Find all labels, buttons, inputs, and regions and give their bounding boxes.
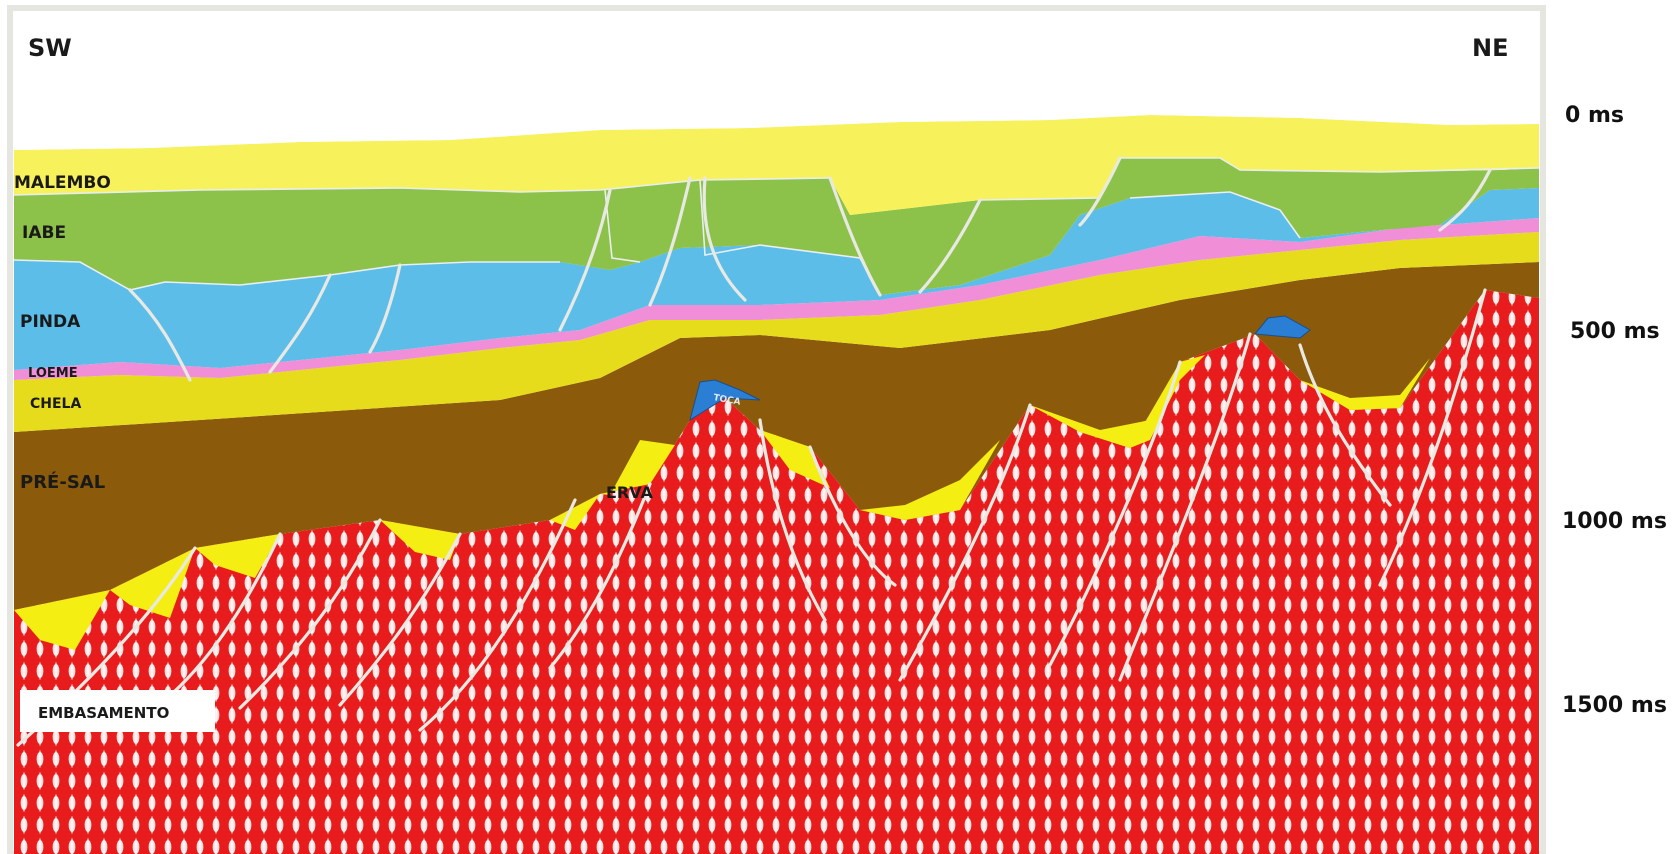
erva-wedges (14, 355, 1430, 650)
label-malembo: MALEMBO (14, 173, 111, 193)
water-column (14, 14, 1539, 150)
pre-sal-layer (14, 262, 1539, 610)
pinda-layer (14, 188, 1539, 370)
fault-lines (16, 156, 1492, 747)
chela-layer (14, 232, 1539, 432)
label-embasamento: EMBASAMENTO (38, 704, 169, 722)
malembo-layer (14, 115, 1539, 215)
toca-body-2 (1254, 315, 1311, 339)
iabe-layer (14, 158, 1539, 295)
label-chela: CHELA (30, 396, 81, 412)
toca-body-1 (689, 379, 761, 422)
time-tick-1000: 1000 ms (1562, 509, 1667, 534)
time-tick-500: 500 ms (1570, 319, 1660, 344)
embasamento-label-box (20, 690, 215, 732)
time-tick-1500: 1500 ms (1562, 693, 1667, 718)
label-erva: ERVA (606, 483, 654, 502)
label-pinda: PINDA (20, 312, 81, 332)
label-pre-sal: PRÉ-SAL (20, 471, 105, 493)
label-loeme: LOEME (28, 366, 78, 381)
orientation-right: NE (1472, 34, 1508, 62)
label-iabe: IABE (22, 223, 66, 243)
label-toca: TOCA (712, 393, 741, 408)
loeme-layer (14, 218, 1539, 380)
orientation-left: SW (28, 34, 72, 62)
time-tick-0: 0 ms (1565, 103, 1624, 128)
